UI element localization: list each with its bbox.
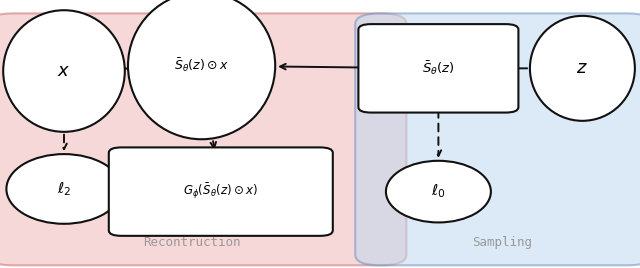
Text: $x$: $x$ xyxy=(58,62,70,80)
Ellipse shape xyxy=(386,161,491,222)
Text: Sampling: Sampling xyxy=(472,236,532,249)
Text: $\ell_0$: $\ell_0$ xyxy=(431,183,445,200)
Text: Recontruction: Recontruction xyxy=(143,236,241,249)
FancyBboxPatch shape xyxy=(358,24,518,113)
FancyBboxPatch shape xyxy=(0,13,406,265)
FancyBboxPatch shape xyxy=(109,147,333,236)
Text: $\bar{S}_{\theta}(z) \odot x$: $\bar{S}_{\theta}(z) \odot x$ xyxy=(174,57,229,75)
Text: $z$: $z$ xyxy=(577,59,588,77)
FancyBboxPatch shape xyxy=(355,13,640,265)
Ellipse shape xyxy=(128,0,275,139)
Text: $G_{\phi}(\bar{S}_{\theta}(z) \odot x)$: $G_{\phi}(\bar{S}_{\theta}(z) \odot x)$ xyxy=(184,182,258,201)
Ellipse shape xyxy=(530,16,635,121)
Ellipse shape xyxy=(3,10,125,132)
Text: $\ell_2$: $\ell_2$ xyxy=(57,180,71,198)
Ellipse shape xyxy=(6,154,122,224)
Text: $\bar{S}_{\theta}(z)$: $\bar{S}_{\theta}(z)$ xyxy=(422,59,455,77)
